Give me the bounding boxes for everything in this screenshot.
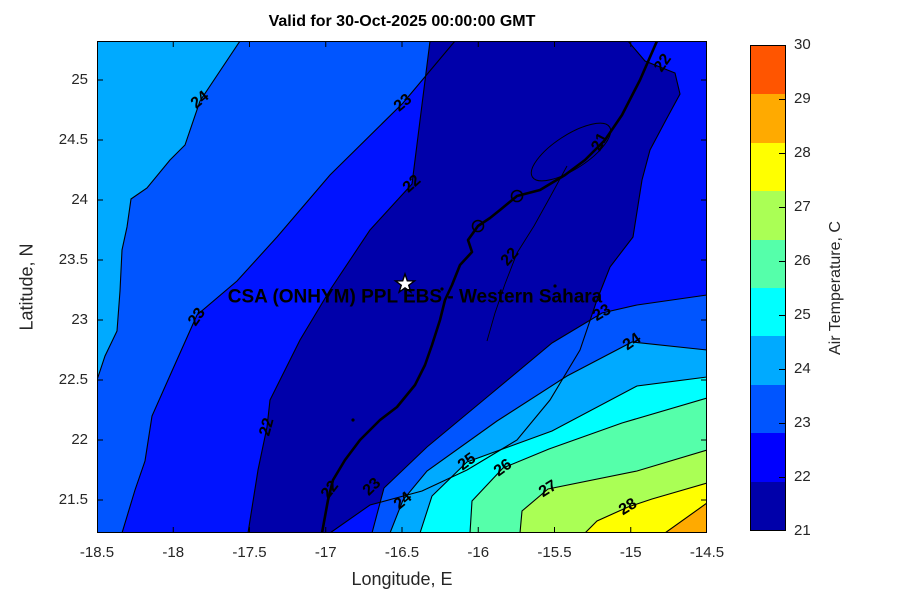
y-tick-label: 25 [71, 71, 88, 88]
band-24-25 [97, 41, 240, 380]
y-axis-label: Latitude, N [16, 243, 37, 331]
colorbar-tick-label: 26 [794, 252, 811, 269]
colorbar-tick-mark [779, 261, 785, 262]
contour-label-27: 27 [536, 477, 560, 501]
colorbar-band [751, 94, 785, 143]
contour-label-23: 23 [590, 301, 614, 325]
x-tick-label: -17.5 [232, 544, 267, 561]
y-tick-label: 22.5 [58, 371, 88, 388]
colorbar-tick-mark [779, 477, 785, 478]
y-tick-label: 23 [71, 311, 88, 328]
x-tick-label: -18.5 [79, 544, 115, 561]
contour-label-21: 21 [588, 130, 611, 154]
colorbar-band [751, 384, 785, 434]
colorbar-band [751, 336, 785, 385]
colorbar-band [751, 142, 785, 192]
colorbar-tick-label: 27 [794, 198, 811, 215]
plot-frame [97, 41, 707, 533]
x-tick-label: -18 [162, 544, 185, 561]
x-tick-label: -16 [467, 544, 490, 561]
colorbar-tick-label: 29 [794, 90, 811, 107]
colorbar-tick-mark [779, 369, 785, 370]
contour-label-22: 22 [256, 416, 277, 438]
small-dot-marker [440, 287, 444, 291]
contour-label-28: 28 [616, 495, 640, 519]
colorbar-tick-label: 22 [794, 468, 811, 485]
contour-line-22 [486, 165, 568, 342]
y-tick-label: 24 [71, 191, 88, 208]
x-tick-label: -16.5 [384, 544, 420, 561]
colorbar-band [751, 239, 785, 289]
band-28-29 [585, 483, 707, 533]
contour-line-22 [247, 41, 431, 533]
contour-line-23 [121, 41, 456, 533]
city-circle-marker [510, 189, 524, 203]
colorbar-tick-mark [779, 153, 785, 154]
small-dot-marker [351, 418, 355, 422]
colorbar-tick-mark [779, 207, 785, 208]
y-tick-label: 23.5 [58, 251, 88, 268]
x-tick-label: -15 [619, 544, 642, 561]
colorbar-label: Air Temperature, C [827, 221, 844, 355]
contour-line-21-closed [530, 122, 612, 182]
x-tick-label: -17 [314, 544, 337, 561]
city-circle-marker [471, 219, 485, 233]
colorbar-band [751, 288, 785, 337]
coastline [320, 41, 659, 533]
colorbar-tick-label: 23 [794, 414, 811, 431]
colorbar-tick-label: 28 [794, 144, 811, 161]
colorbar-tick-label: 25 [794, 306, 811, 323]
x-tick-label: -15.5 [537, 544, 572, 561]
x-axis-label: Longitude, E [351, 569, 453, 589]
colorbar-tick-label: 24 [794, 360, 811, 377]
colorbar-band [751, 191, 785, 240]
colorbar-tick-mark [779, 423, 785, 424]
small-dot-marker [553, 284, 557, 288]
colorbar-tick-label: 30 [794, 36, 811, 53]
colorbar-tick-mark [779, 99, 785, 100]
contour-line-29 [664, 502, 707, 533]
contour-line-26 [469, 397, 707, 533]
contour-line-24 [97, 41, 241, 381]
y-tick-label: 22 [71, 431, 88, 448]
colorbar-band [751, 46, 785, 95]
y-tick-label: 21.5 [58, 491, 88, 508]
contour-line-27 [519, 449, 707, 533]
y-tick-label: 24.5 [58, 131, 88, 148]
colorbar [750, 45, 786, 531]
plot-title: Valid for 30-Oct-2025 00:00:00 GMT [268, 13, 536, 30]
colorbar-tick-label: 21 [794, 522, 811, 539]
band-23-24 [97, 41, 455, 533]
x-tick-label: -14.5 [689, 544, 725, 561]
colorbar-band [751, 481, 785, 531]
colorbar-band [751, 433, 785, 482]
contour-line-23 [371, 294, 707, 533]
contour-line-28 [584, 482, 707, 533]
contour-line-25 [419, 376, 707, 533]
contour-line-24 [389, 341, 707, 533]
site-annotation-text: CSA (ONHYM) PPL EBS - Western Sahara [228, 287, 603, 308]
band-21-22 [248, 41, 680, 533]
colorbar-tick-mark [779, 315, 785, 316]
site-star-marker [393, 271, 417, 294]
